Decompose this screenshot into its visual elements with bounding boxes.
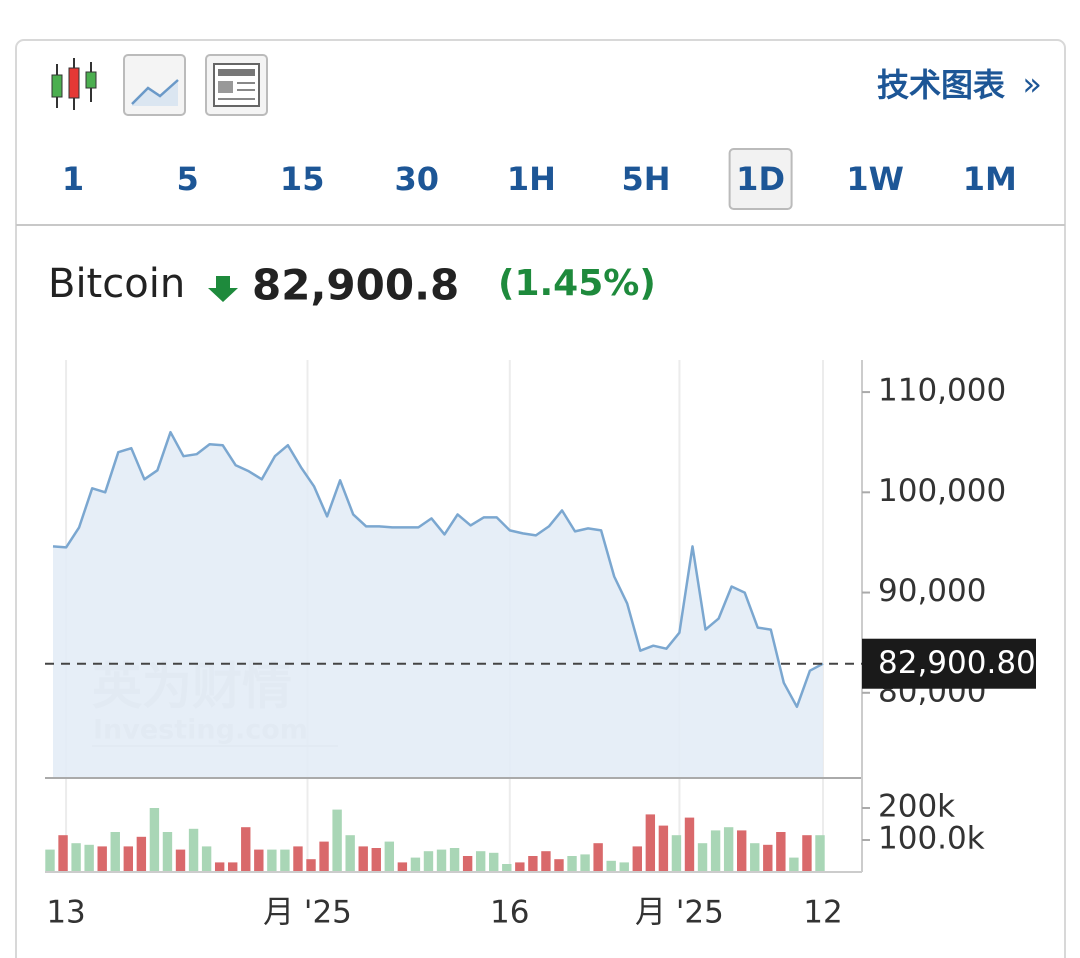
volume-bar (45, 849, 55, 872)
volume-bar (502, 864, 512, 872)
volume-bar (528, 856, 538, 872)
volume-bar (671, 835, 682, 872)
selected-timeframe-box (728, 148, 793, 210)
y-tick-label: 110,000 (878, 373, 1006, 409)
volume-bar (214, 862, 225, 872)
volume-bar (397, 862, 408, 872)
volume-bar (710, 830, 721, 872)
volume-bar (554, 859, 564, 872)
volume-bar (750, 843, 760, 872)
volume-bar (436, 849, 447, 872)
volume-bar (280, 849, 290, 872)
x-tick-label: 月 '25 (635, 895, 724, 931)
down-arrow (208, 276, 238, 302)
volume-bar (358, 846, 368, 872)
volume-bar (632, 846, 642, 872)
last-price-box (862, 638, 1036, 689)
volume-bar (697, 843, 708, 872)
timeframe[interactable]: 1W (846, 160, 904, 198)
line-icon[interactable] (123, 54, 186, 116)
volume-bar (789, 857, 799, 872)
x-tick-label: 12 (803, 895, 842, 931)
last-price-label: 82,900.80 (878, 645, 1036, 681)
change: (1.45%) (498, 263, 656, 304)
volume-bar (449, 848, 460, 872)
volume-bar (97, 846, 107, 872)
volume-bar (736, 830, 747, 872)
volume-bar (684, 817, 695, 872)
price-area (53, 432, 823, 778)
asset-name: Bitcoin (48, 261, 185, 307)
volume-bar (619, 862, 629, 872)
volume-bar (423, 851, 434, 872)
volume-bar (254, 849, 264, 872)
volume-bar (541, 851, 551, 872)
volume-bar (136, 836, 147, 872)
volume-bar (110, 832, 120, 872)
volume-bar (658, 825, 669, 872)
volume-bar (371, 848, 381, 872)
volume-bar (241, 827, 251, 872)
volume-bar (384, 841, 395, 872)
timeframe[interactable]: 30 (395, 160, 440, 198)
timeframe[interactable]: 1H (507, 160, 556, 198)
volume-bar (267, 849, 277, 872)
volume-bar (723, 827, 734, 872)
candle-icon[interactable] (51, 58, 97, 110)
x-tick-label: 16 (490, 895, 529, 931)
volume-bar (162, 832, 173, 872)
volume-bar (149, 808, 160, 872)
volume-bar (593, 843, 603, 872)
news-icon[interactable] (205, 54, 268, 116)
timeframe[interactable]: 5 (176, 160, 198, 198)
volume-bar (84, 844, 94, 872)
volume-bar (188, 828, 199, 872)
timeframe[interactable]: 1 (62, 160, 84, 198)
volume-bar (345, 835, 355, 872)
volume-bar (228, 862, 238, 872)
volume-bar (306, 859, 316, 872)
volume-bar (567, 856, 577, 872)
volume-bar (201, 846, 212, 872)
volume-bar (462, 856, 473, 872)
timeframe[interactable]: 1M (963, 160, 1017, 198)
x-tick-label: 月 '25 (263, 895, 352, 931)
volume-bar (489, 852, 499, 872)
volume-bar (606, 860, 616, 872)
volume-bar (776, 832, 786, 872)
y-tick-label: 90,000 (878, 573, 986, 609)
price-line (52, 430, 824, 709)
price: 82,900.8 (252, 261, 459, 310)
volume-bar (645, 814, 656, 872)
volume-bar (332, 809, 342, 872)
volume-bar (475, 851, 486, 872)
timeframe[interactable]: 15 (280, 160, 325, 198)
volume-bar (410, 857, 421, 872)
volume-bar (515, 862, 525, 872)
volume-bar (580, 854, 590, 872)
link-arrow[interactable]: » (1022, 65, 1042, 103)
volume-bar (319, 841, 329, 872)
x-tick-label: 13 (46, 895, 85, 931)
timeframe[interactable]: 5H (621, 160, 670, 198)
tech-chart-link[interactable]: 技术图表 (877, 66, 1005, 104)
volume-bar (175, 849, 186, 872)
volume-bar (815, 835, 825, 872)
y-tick-label: 100,000 (878, 473, 1006, 509)
volume-bar (71, 843, 81, 872)
volume-tick-label: 200k (878, 789, 955, 825)
volume-bar (58, 835, 68, 872)
volume-bar (802, 835, 812, 872)
volume-bar (293, 846, 303, 872)
volume-bar (763, 844, 773, 872)
timeframe[interactable]: 1D (736, 160, 785, 198)
volume-bar (123, 846, 134, 872)
volume-tick-label: 100.0k (878, 821, 985, 857)
